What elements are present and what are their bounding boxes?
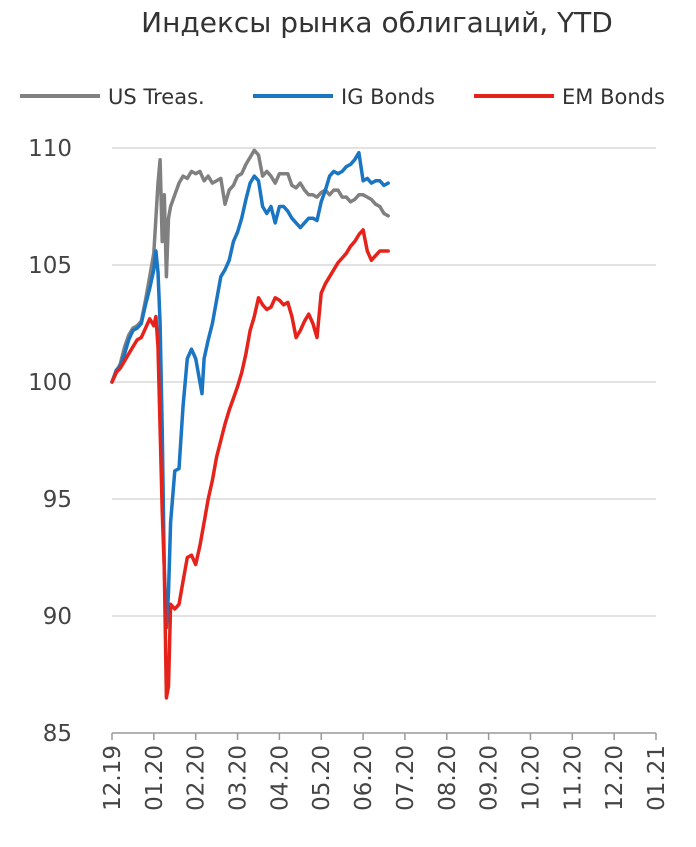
- x-tick-label-07.20: 07.20: [393, 745, 419, 811]
- y-tick-label-105: 105: [28, 253, 72, 279]
- y-tick-label-85: 85: [43, 721, 72, 747]
- x-tick-label-03.20: 03.20: [226, 745, 252, 811]
- plot-area: [110, 148, 390, 700]
- legend-label-ig-bonds: IG Bonds: [341, 85, 435, 109]
- x-tick-label-09.20: 09.20: [477, 745, 503, 811]
- legend-label-us-treas: US Treas.: [108, 85, 205, 109]
- x-tick-label-10.20: 10.20: [518, 745, 544, 811]
- y-tick-label-110: 110: [28, 136, 72, 162]
- y-tick-label-90: 90: [43, 604, 72, 630]
- series-line-em-bonds: [110, 228, 390, 700]
- chart-legend: US Treas. IG Bonds EM Bonds: [20, 85, 665, 109]
- y-tick-label-95: 95: [43, 487, 72, 513]
- gridlines: [112, 147, 656, 617]
- legend-label-em-bonds: EM Bonds: [562, 85, 665, 109]
- x-tick-label-04.20: 04.20: [267, 745, 293, 811]
- series-line-us-treas: [110, 148, 390, 384]
- x-tick-label-12.19: 12.19: [100, 745, 126, 811]
- x-tick-label-02.20: 02.20: [184, 745, 210, 811]
- x-tick-label-08.20: 08.20: [435, 745, 461, 811]
- x-axis: 12.19 01.20 02.20 03.20 04.20 05.20 06.20 07.20…: [100, 732, 670, 811]
- y-axis-ticks: 85 90 95 100 105 110: [28, 136, 72, 747]
- x-tick-label-05.20: 05.20: [309, 745, 335, 811]
- x-tick-label-12.20: 12.20: [602, 745, 628, 811]
- y-tick-label-100: 100: [28, 370, 72, 396]
- x-tick-label-06.20: 06.20: [351, 745, 377, 811]
- series-line-ig-bonds: [110, 150, 390, 630]
- x-tick-label-01.21: 01.21: [644, 745, 670, 811]
- chart-title: Индексы рынка облигаций, YTD: [141, 6, 613, 39]
- x-tick-label-01.20: 01.20: [142, 745, 168, 811]
- x-tick-label-11.20: 11.20: [560, 745, 586, 811]
